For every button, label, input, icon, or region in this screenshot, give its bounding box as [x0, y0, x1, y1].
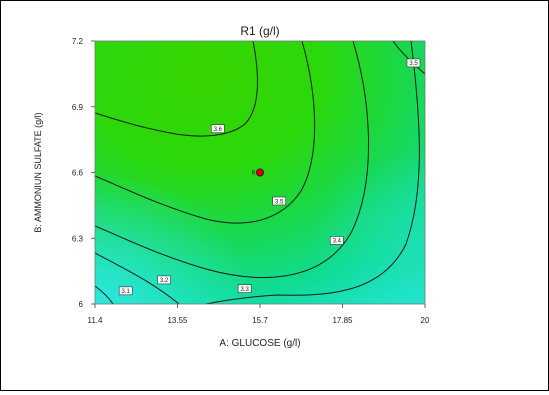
contour-label-text: 3.5 — [275, 199, 284, 205]
contour-label: 3.6 — [210, 124, 225, 133]
contour-label: 3.4 — [329, 236, 344, 245]
y-tick-label: 6.6 — [72, 169, 84, 178]
design-point-label: 6 — [252, 171, 256, 177]
x-tick-label: 11.4 — [88, 316, 104, 325]
contour-labels: 3.1 3.2 3.3 3.4 3.5 3.5 3.6 — [118, 58, 421, 296]
contour-label-box — [406, 58, 421, 68]
design-point-marker — [255, 168, 264, 177]
contour-lines — [95, 41, 425, 304]
y-tick-label: 7.2 — [72, 37, 84, 46]
y-axis: 6 6.3 6.6 6.9 7.2 — [72, 37, 95, 309]
y-tick-label: 6.3 — [72, 234, 84, 243]
contour-label-text: 3.4 — [333, 239, 342, 245]
contour-field: 3.1 3.2 3.3 3.4 3.5 3.5 3.6 6 — [95, 41, 425, 304]
x-axis-label: A: GLUCOSE (g/l) — [219, 338, 300, 349]
y-axis-label: B: AMMONIUN SULFATE (g/l) — [33, 112, 43, 232]
contour-label-text: 3.6 — [214, 127, 223, 133]
x-tick-label: 17.85 — [332, 316, 353, 325]
design-point: 6 — [252, 168, 264, 177]
contour-label-box — [272, 196, 286, 206]
contour-line-3-2 — [95, 252, 180, 304]
contour-label-box — [237, 284, 252, 293]
contour-label-text: 3.5 — [409, 61, 418, 67]
y-tick-label: 6.9 — [72, 103, 84, 112]
contour-label-box — [118, 286, 133, 296]
contour-label-box — [157, 275, 171, 285]
contour-label: 3.5 — [406, 58, 421, 68]
y-tick-label: 6 — [79, 300, 84, 309]
contour-line-3-6 — [95, 41, 258, 137]
contour-line-3-4 — [95, 41, 370, 278]
contour-label: 3.1 — [118, 286, 133, 296]
contour-line-3-3 — [205, 41, 420, 304]
contour-label-box — [210, 124, 225, 133]
contour-label-text: 3.1 — [122, 289, 131, 295]
contour-label-text: 3.3 — [240, 287, 249, 293]
contour-label-box — [329, 236, 344, 245]
x-tick-label: 20 — [421, 316, 430, 325]
contour-line-3-5-inner — [95, 41, 316, 224]
chart-title: R1 (g/l) — [240, 24, 279, 38]
contour-label: 3.5 — [272, 196, 286, 206]
contour-label: 3.2 — [157, 275, 171, 285]
x-tick-label: 13.55 — [167, 316, 188, 325]
x-axis: 11.4 13.55 15.7 17.85 20 — [88, 304, 430, 325]
contour-line-3-1 — [95, 285, 114, 304]
contour-label: 3.3 — [237, 284, 252, 293]
x-tick-label: 15.7 — [252, 316, 268, 325]
contour-label-text: 3.2 — [160, 278, 169, 284]
